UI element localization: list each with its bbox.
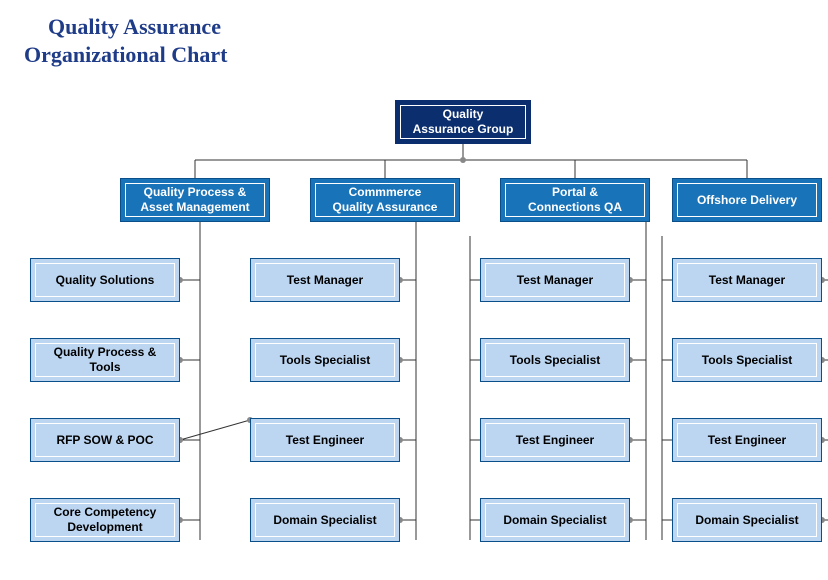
- node-label: Test Manager: [709, 273, 785, 288]
- chart-title-line2: Organizational Chart: [24, 42, 228, 68]
- node-label: Domain Specialist: [695, 513, 798, 528]
- chart-title-line1: Quality Assurance: [48, 14, 221, 40]
- node-label: RFP SOW & POC: [56, 433, 153, 448]
- node-b3: Portal & Connections QA: [500, 178, 650, 222]
- node-label: Test Engineer: [286, 433, 364, 448]
- node-l42: Tools Specialist: [672, 338, 822, 382]
- node-l34: Domain Specialist: [480, 498, 630, 542]
- node-root: Quality Assurance Group: [395, 100, 531, 144]
- node-label: Quality Assurance Group: [413, 107, 514, 137]
- node-b2: Commmerce Quality Assurance: [310, 178, 460, 222]
- node-label: Tools Specialist: [510, 353, 600, 368]
- node-l11: Quality Solutions: [30, 258, 180, 302]
- node-l14: Core Competency Development: [30, 498, 180, 542]
- node-label: Portal & Connections QA: [528, 185, 622, 215]
- node-label: Offshore Delivery: [697, 193, 797, 208]
- node-label: Quality Process & Asset Management: [140, 185, 249, 215]
- node-label: Test Manager: [287, 273, 363, 288]
- node-label: Quality Solutions: [56, 273, 155, 288]
- node-l23: Test Engineer: [250, 418, 400, 462]
- node-l12: Quality Process & Tools: [30, 338, 180, 382]
- node-l22: Tools Specialist: [250, 338, 400, 382]
- node-label: Domain Specialist: [273, 513, 376, 528]
- node-l31: Test Manager: [480, 258, 630, 302]
- node-label: Core Competency Development: [54, 505, 157, 535]
- node-label: Commmerce Quality Assurance: [333, 185, 438, 215]
- node-label: Quality Process & Tools: [54, 345, 157, 375]
- node-l41: Test Manager: [672, 258, 822, 302]
- node-l33: Test Engineer: [480, 418, 630, 462]
- node-b4: Offshore Delivery: [672, 178, 822, 222]
- node-label: Test Engineer: [516, 433, 594, 448]
- connector-dot: [460, 157, 466, 163]
- node-l13: RFP SOW & POC: [30, 418, 180, 462]
- node-l32: Tools Specialist: [480, 338, 630, 382]
- node-l43: Test Engineer: [672, 418, 822, 462]
- node-label: Test Manager: [517, 273, 593, 288]
- node-l44: Domain Specialist: [672, 498, 822, 542]
- node-l24: Domain Specialist: [250, 498, 400, 542]
- node-label: Test Engineer: [708, 433, 786, 448]
- node-label: Domain Specialist: [503, 513, 606, 528]
- node-l21: Test Manager: [250, 258, 400, 302]
- node-b1: Quality Process & Asset Management: [120, 178, 270, 222]
- node-label: Tools Specialist: [280, 353, 370, 368]
- node-label: Tools Specialist: [702, 353, 792, 368]
